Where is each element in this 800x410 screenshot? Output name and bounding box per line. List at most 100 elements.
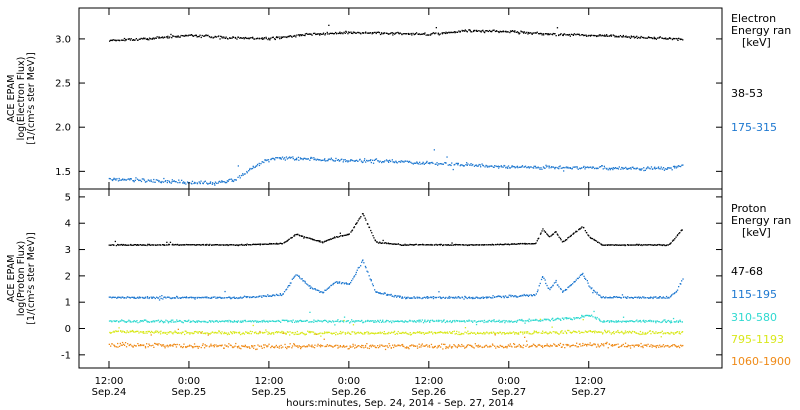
proton-point [165, 244, 168, 246]
proton-point [302, 332, 304, 335]
electron-point [366, 159, 368, 162]
proton-point [273, 333, 275, 335]
proton-point [494, 334, 496, 336]
proton-point [160, 330, 162, 332]
proton-point [178, 332, 180, 334]
proton-point [207, 244, 209, 246]
proton-point [294, 321, 296, 323]
electron-point [497, 165, 500, 167]
proton-point [517, 319, 519, 322]
electron-point [424, 32, 426, 34]
proton-point [213, 321, 215, 323]
proton-point [300, 278, 302, 280]
proton-point [613, 244, 615, 246]
electron-point [584, 168, 586, 170]
proton-point [453, 244, 455, 246]
proton-point [623, 333, 625, 335]
proton-point [240, 244, 242, 246]
proton-point [236, 320, 238, 322]
proton-point [531, 345, 533, 347]
electron-point [250, 37, 252, 39]
proton-point [169, 344, 171, 346]
proton-point [194, 321, 196, 323]
proton-point [339, 281, 341, 283]
proton-point [534, 331, 536, 333]
proton-point [198, 296, 200, 299]
electron-point [203, 181, 205, 183]
electron-point [569, 35, 571, 37]
electron-point [148, 39, 150, 41]
electron-point [195, 34, 197, 37]
proton-point [160, 244, 162, 246]
proton-point [152, 320, 154, 322]
electron-point [169, 181, 171, 184]
electron-point [137, 39, 139, 41]
proton-point [637, 344, 639, 346]
proton-point [442, 348, 444, 350]
electron-point [377, 160, 379, 162]
proton-point [236, 346, 238, 348]
proton-point [183, 343, 185, 345]
electron-point [435, 27, 437, 29]
electron-point [611, 167, 613, 169]
xtick-date-label: Sep.25 [172, 387, 207, 398]
proton-point [153, 332, 155, 334]
electron-point [371, 32, 373, 34]
proton-point [353, 275, 356, 277]
proton-point [675, 236, 677, 238]
proton-point [598, 242, 601, 244]
proton-point [413, 331, 415, 334]
proton-point [157, 297, 159, 299]
proton-point [505, 345, 507, 348]
proton-series-47-68 [108, 213, 683, 247]
proton-point [591, 237, 593, 240]
electron-point [141, 178, 143, 180]
electron-point [301, 158, 303, 160]
proton-point [135, 330, 137, 333]
proton-point [489, 244, 492, 246]
proton-point [555, 331, 558, 333]
proton-point [199, 321, 201, 323]
proton-point [429, 346, 431, 348]
proton-point [519, 243, 521, 245]
electron-point [353, 31, 356, 34]
proton-point [501, 333, 503, 335]
proton-point [111, 343, 113, 345]
proton-point [374, 321, 376, 323]
proton-point [128, 344, 130, 347]
proton-point [441, 297, 443, 299]
proton-point [500, 345, 502, 347]
proton-point [135, 345, 137, 347]
proton-point [622, 332, 624, 334]
proton-point [270, 333, 272, 335]
proton-point [117, 296, 119, 298]
proton-point [642, 296, 644, 298]
proton-point [602, 296, 604, 298]
proton-point [504, 333, 507, 335]
electron-point [598, 34, 600, 36]
electron-point [514, 167, 516, 169]
proton-point [235, 321, 237, 323]
proton-point [326, 332, 329, 334]
proton-point [549, 344, 552, 346]
electron-point [133, 181, 135, 183]
proton-point [226, 345, 228, 347]
proton-point [526, 243, 528, 245]
proton-point [573, 317, 575, 319]
electron-point [320, 159, 322, 162]
proton-point [171, 332, 173, 334]
electron-point [651, 37, 653, 39]
electron-point [559, 165, 561, 167]
proton-point [352, 345, 354, 347]
proton-point [170, 331, 172, 333]
proton-point [223, 331, 226, 334]
electron-point [429, 34, 432, 36]
proton-point [361, 346, 363, 349]
proton-point [353, 227, 355, 229]
proton-point [280, 321, 282, 323]
proton-point [516, 345, 518, 348]
electron-ylabel-line: [1/(cm²s ster MeV)] [26, 52, 37, 144]
proton-point [618, 346, 620, 348]
electron-point [280, 158, 282, 160]
proton-point [522, 344, 525, 346]
